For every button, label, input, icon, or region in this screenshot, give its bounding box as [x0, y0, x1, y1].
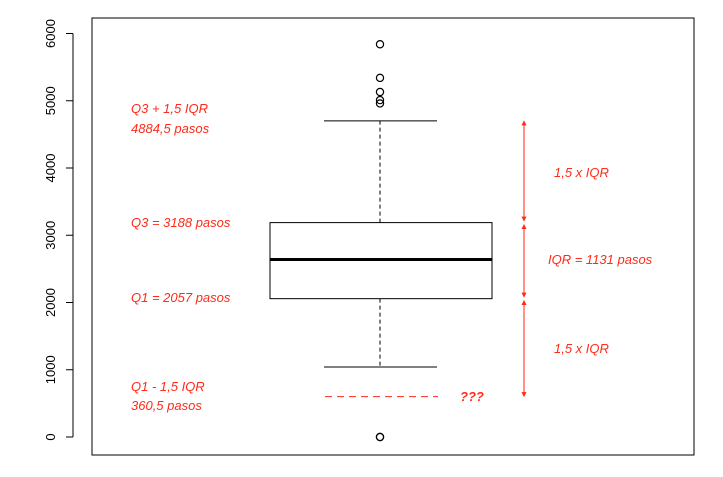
lower-fence-label-line2: 360,5 pasos: [131, 398, 202, 413]
outlier-point-2: [375, 87, 385, 97]
iqr-span-label: IQR = 1131 pasos: [548, 252, 653, 267]
outlier-point-1: [375, 73, 385, 83]
annotation-layer: Q3 + 1,5 IQR 4884,5 pasos Q3 = 3188 paso…: [131, 101, 653, 413]
upper-fence-label-line1: Q3 + 1,5 IQR: [131, 101, 208, 116]
q3-label: Q3 = 3188 pasos: [131, 215, 231, 230]
lower-span-label: 1,5 x IQR: [554, 341, 609, 356]
upper-span-label: 1,5 x IQR: [554, 165, 609, 180]
lower-fence-label-line1: Q1 - 1,5 IQR: [131, 379, 205, 394]
y-tick-label-5000: 5000: [43, 86, 58, 115]
reference-line-label: ???: [460, 389, 484, 404]
y-tick-label-0: 0: [43, 433, 58, 440]
y-tick-label-1000: 1000: [43, 355, 58, 384]
outlier-layer: [375, 40, 385, 442]
outlier-point-3: [375, 95, 385, 105]
y-tick-label-6000: 6000: [43, 19, 58, 48]
upper-fence-label-line2: 4884,5 pasos: [131, 121, 210, 136]
outlier-point-6: [375, 432, 385, 442]
q1-label: Q1 = 2057 pasos: [131, 290, 231, 305]
plot-frame: [91, 17, 695, 456]
y-axis: 0 1000 2000 3000 4000 5000 6000: [43, 19, 74, 441]
y-tick-label-2000: 2000: [43, 288, 58, 317]
outlier-point-0: [375, 40, 385, 49]
outlier-point-4: [375, 99, 385, 108]
box-layer: [269, 120, 493, 368]
y-tick-label-4000: 4000: [43, 154, 58, 183]
y-tick-label-3000: 3000: [43, 221, 58, 250]
